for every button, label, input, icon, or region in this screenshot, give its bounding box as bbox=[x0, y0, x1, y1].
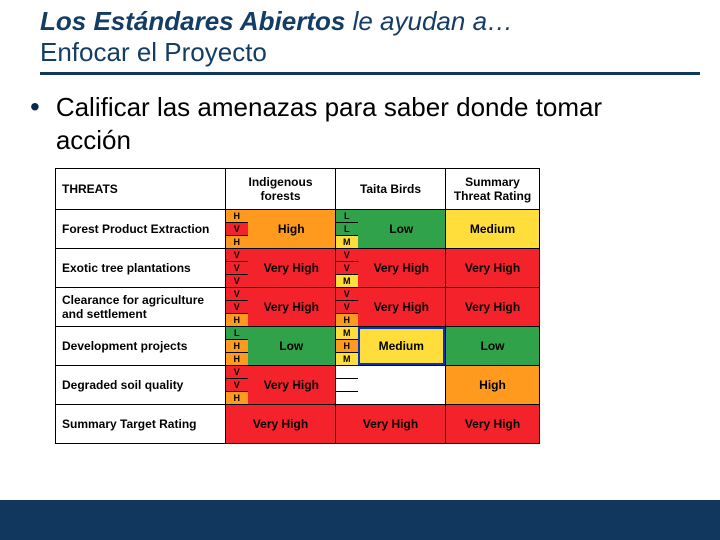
mini-rating bbox=[336, 379, 358, 392]
rating-cell: Very High bbox=[358, 288, 446, 327]
table-row: Forest Product ExtractionHHighLLowMedium bbox=[56, 210, 540, 223]
mini-rating: V bbox=[336, 288, 358, 301]
mini-rating: M bbox=[336, 353, 358, 366]
mini-rating: V bbox=[226, 366, 248, 379]
rating-cell: High bbox=[248, 210, 336, 249]
mini-rating: V bbox=[226, 301, 248, 314]
summary-target-row: Summary Target RatingVery HighVery HighV… bbox=[56, 405, 540, 444]
table-header: Indigenous forests bbox=[226, 169, 336, 210]
mini-rating: H bbox=[336, 340, 358, 353]
summary-rating-cell: Very High bbox=[446, 288, 540, 327]
mini-rating: V bbox=[226, 275, 248, 288]
mini-rating: H bbox=[226, 210, 248, 223]
threat-label: Exotic tree plantations bbox=[56, 249, 226, 288]
threat-label: Development projects bbox=[56, 327, 226, 366]
rating-cell: Low bbox=[248, 327, 336, 366]
mini-rating: V bbox=[226, 223, 248, 236]
slide-title: Los Estándares Abiertos le ayudan a… Enf… bbox=[0, 0, 720, 72]
rating-cell: Very High bbox=[248, 288, 336, 327]
mini-rating: V bbox=[226, 262, 248, 275]
mini-rating: H bbox=[336, 314, 358, 327]
title-strong: Los Estándares Abiertos bbox=[40, 6, 345, 36]
mini-rating: H bbox=[226, 236, 248, 249]
mini-rating: V bbox=[336, 301, 358, 314]
threat-table-wrap: THREATSIndigenous forestsTaita BirdsSumm… bbox=[0, 168, 720, 444]
table-row: Clearance for agriculture and settlement… bbox=[56, 288, 540, 301]
mini-rating: V bbox=[226, 379, 248, 392]
mini-rating bbox=[336, 392, 358, 405]
title-rest: le ayudan a… bbox=[345, 6, 513, 36]
rating-cell bbox=[358, 366, 446, 405]
bullet-row: • Calificar las amenazas para saber dond… bbox=[0, 75, 720, 168]
mini-rating: L bbox=[336, 210, 358, 223]
table-header: THREATS bbox=[56, 169, 226, 210]
threat-table: THREATSIndigenous forestsTaita BirdsSumm… bbox=[55, 168, 540, 444]
mini-rating: H bbox=[226, 314, 248, 327]
threat-label: Degraded soil quality bbox=[56, 366, 226, 405]
table-header: Summary Threat Rating bbox=[446, 169, 540, 210]
title-line-2: Enfocar el Proyecto bbox=[40, 37, 720, 72]
mini-rating: H bbox=[226, 340, 248, 353]
summary-rating-cell: High bbox=[446, 366, 540, 405]
rating-cell: Low bbox=[358, 210, 446, 249]
bullet-text: Calificar las amenazas para saber donde … bbox=[56, 91, 680, 156]
threat-label: Clearance for agriculture and settlement bbox=[56, 288, 226, 327]
threat-table-body: Forest Product ExtractionHHighLLowMedium… bbox=[56, 210, 540, 444]
mini-rating: V bbox=[336, 262, 358, 275]
threat-table-head: THREATSIndigenous forestsTaita BirdsSumm… bbox=[56, 169, 540, 210]
summary-target-cell: Very High bbox=[226, 405, 336, 444]
mini-rating: H bbox=[226, 392, 248, 405]
rating-cell: Very High bbox=[248, 249, 336, 288]
mini-rating: V bbox=[336, 249, 358, 262]
table-row: Degraded soil qualityVVery HighHigh bbox=[56, 366, 540, 379]
summary-rating-cell: Very High bbox=[446, 249, 540, 288]
mini-rating: M bbox=[336, 327, 358, 340]
bullet-dot-icon: • bbox=[30, 97, 40, 117]
summary-target-cell: Very High bbox=[446, 405, 540, 444]
mini-rating bbox=[336, 366, 358, 379]
summary-target-cell: Very High bbox=[336, 405, 446, 444]
rating-cell: Very High bbox=[358, 249, 446, 288]
table-row: Exotic tree plantationsVVery HighVVery H… bbox=[56, 249, 540, 262]
summary-target-label: Summary Target Rating bbox=[56, 405, 226, 444]
summary-rating-cell: Low bbox=[446, 327, 540, 366]
mini-rating: V bbox=[226, 288, 248, 301]
mini-rating: M bbox=[336, 236, 358, 249]
mini-rating: V bbox=[226, 249, 248, 262]
mini-rating: L bbox=[226, 327, 248, 340]
title-line-1: Los Estándares Abiertos le ayudan a… bbox=[40, 6, 720, 37]
rating-cell: Very High bbox=[248, 366, 336, 405]
threat-label: Forest Product Extraction bbox=[56, 210, 226, 249]
mini-rating: H bbox=[226, 353, 248, 366]
rating-cell: Medium bbox=[358, 327, 446, 366]
mini-rating: L bbox=[336, 223, 358, 236]
table-row: Development projectsLLowMMediumLow bbox=[56, 327, 540, 340]
summary-rating-cell: Medium bbox=[446, 210, 540, 249]
table-header: Taita Birds bbox=[336, 169, 446, 210]
footer-bar bbox=[0, 500, 720, 540]
mini-rating: M bbox=[336, 275, 358, 288]
